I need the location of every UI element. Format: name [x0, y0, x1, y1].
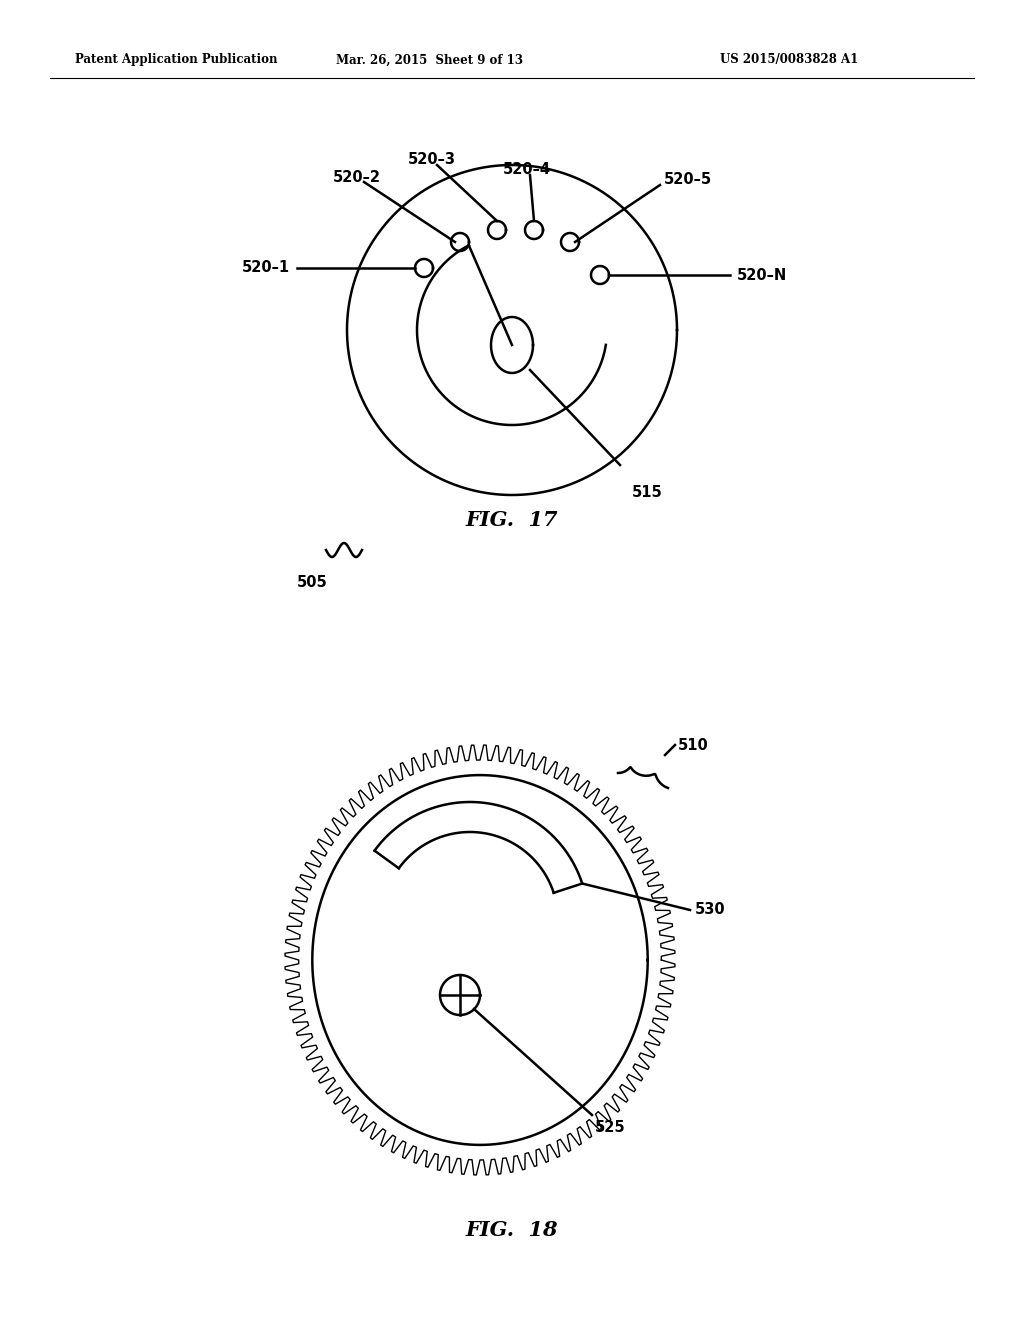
Text: 520–3: 520–3 [408, 152, 456, 168]
Text: US 2015/0083828 A1: US 2015/0083828 A1 [720, 54, 858, 66]
Text: 520–2: 520–2 [333, 170, 381, 185]
Text: Mar. 26, 2015  Sheet 9 of 13: Mar. 26, 2015 Sheet 9 of 13 [337, 54, 523, 66]
Text: 525: 525 [595, 1119, 626, 1135]
Text: FIG.  18: FIG. 18 [466, 1220, 558, 1239]
Text: FIG.  17: FIG. 17 [466, 510, 558, 531]
Text: 520–N: 520–N [737, 268, 787, 282]
Text: Patent Application Publication: Patent Application Publication [75, 54, 278, 66]
Text: 520–4: 520–4 [503, 162, 551, 177]
Text: 520–5: 520–5 [664, 172, 712, 187]
Text: 530: 530 [695, 903, 726, 917]
Text: 505: 505 [297, 576, 328, 590]
Text: 520–1: 520–1 [242, 260, 290, 276]
Text: 515: 515 [632, 484, 663, 500]
Text: 510: 510 [678, 738, 709, 752]
